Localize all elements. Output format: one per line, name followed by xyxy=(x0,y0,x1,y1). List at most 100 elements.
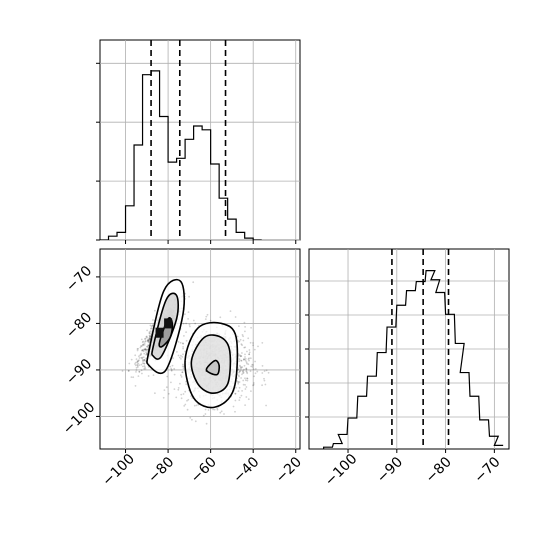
density-point xyxy=(141,359,144,361)
density-point xyxy=(180,374,182,377)
density-point xyxy=(240,359,243,362)
density-peak-cell xyxy=(155,327,164,338)
density-point xyxy=(173,388,176,390)
density-point xyxy=(149,336,151,338)
density-point xyxy=(182,347,185,350)
density-point xyxy=(146,348,149,351)
density-point xyxy=(148,334,151,337)
density-point xyxy=(252,382,255,384)
density-point xyxy=(143,358,146,361)
density-point xyxy=(134,385,137,387)
density-point xyxy=(142,356,145,359)
density-point xyxy=(152,374,155,376)
density-point xyxy=(146,352,148,355)
density-point xyxy=(244,359,247,362)
density-point xyxy=(148,340,150,342)
density-point xyxy=(245,396,248,398)
density-point xyxy=(249,357,252,360)
density-point xyxy=(245,370,248,373)
density-point xyxy=(187,318,190,320)
density-point xyxy=(248,357,251,360)
density-point xyxy=(132,376,135,379)
density-point xyxy=(142,359,145,362)
density-point xyxy=(240,355,243,357)
density-point xyxy=(170,369,173,372)
density-point xyxy=(234,392,237,395)
density-point xyxy=(146,345,148,348)
density-point xyxy=(144,348,147,351)
density-point xyxy=(244,379,247,382)
density-point xyxy=(136,361,139,364)
density-point xyxy=(142,350,145,353)
density-point xyxy=(253,375,256,378)
density-point xyxy=(179,341,182,344)
density-point xyxy=(182,342,185,345)
density-point xyxy=(185,331,188,333)
density-point xyxy=(141,349,143,352)
density-point xyxy=(244,384,247,386)
density-point xyxy=(149,335,152,337)
density-point xyxy=(187,311,190,313)
density-point xyxy=(261,342,264,344)
density-point xyxy=(238,358,241,360)
density-point xyxy=(237,381,240,384)
density-point xyxy=(175,396,178,399)
density-point xyxy=(248,349,251,351)
density-point xyxy=(142,365,144,368)
density-point xyxy=(167,392,170,395)
density-point xyxy=(165,386,168,389)
density-point xyxy=(136,360,139,363)
density-point xyxy=(194,322,197,325)
density-point xyxy=(180,393,183,396)
density-point xyxy=(148,341,151,344)
density-point xyxy=(246,350,248,353)
density-point xyxy=(252,342,254,344)
density-point xyxy=(180,376,183,378)
density-point xyxy=(192,319,195,322)
density-point xyxy=(147,339,149,342)
density-point xyxy=(243,359,245,361)
density-point xyxy=(140,363,143,366)
density-point xyxy=(248,351,251,354)
density-point xyxy=(139,354,142,357)
density-point xyxy=(242,379,245,382)
density-xtick-label: −60 xyxy=(188,454,220,486)
density-point xyxy=(242,383,245,386)
density-point xyxy=(150,325,153,328)
density-point xyxy=(142,343,145,346)
density-point xyxy=(144,340,147,342)
density-point xyxy=(146,336,149,339)
density-xtick-label: −40 xyxy=(230,454,262,486)
density-point xyxy=(136,360,139,363)
density-point xyxy=(189,416,192,419)
density-point xyxy=(244,358,247,360)
density-point xyxy=(244,388,247,390)
density-point xyxy=(182,322,185,325)
density-point xyxy=(147,341,150,343)
y-histogram-xtick-label: −70 xyxy=(471,454,503,486)
density-point xyxy=(212,408,215,411)
y-histogram-xtick-label: −80 xyxy=(423,454,455,486)
density-point xyxy=(267,371,270,374)
density-point xyxy=(243,368,245,371)
density-point xyxy=(142,349,145,352)
density-point xyxy=(239,370,241,373)
density-point xyxy=(206,313,209,316)
density-point xyxy=(138,355,140,358)
density-point xyxy=(141,357,144,360)
density-point xyxy=(127,369,130,372)
density-point xyxy=(240,355,242,357)
density-point xyxy=(207,409,210,411)
density-point xyxy=(237,380,239,383)
density-point xyxy=(180,354,182,357)
density-point xyxy=(245,361,248,364)
density-point xyxy=(143,362,145,365)
x-histogram-grid xyxy=(100,40,300,241)
density-point xyxy=(184,403,187,406)
density-point xyxy=(185,322,188,325)
density-point xyxy=(240,377,243,379)
density-xtick-label: −100 xyxy=(99,451,138,490)
density-point xyxy=(143,348,146,351)
density-point xyxy=(213,408,216,411)
density-point xyxy=(146,339,149,341)
